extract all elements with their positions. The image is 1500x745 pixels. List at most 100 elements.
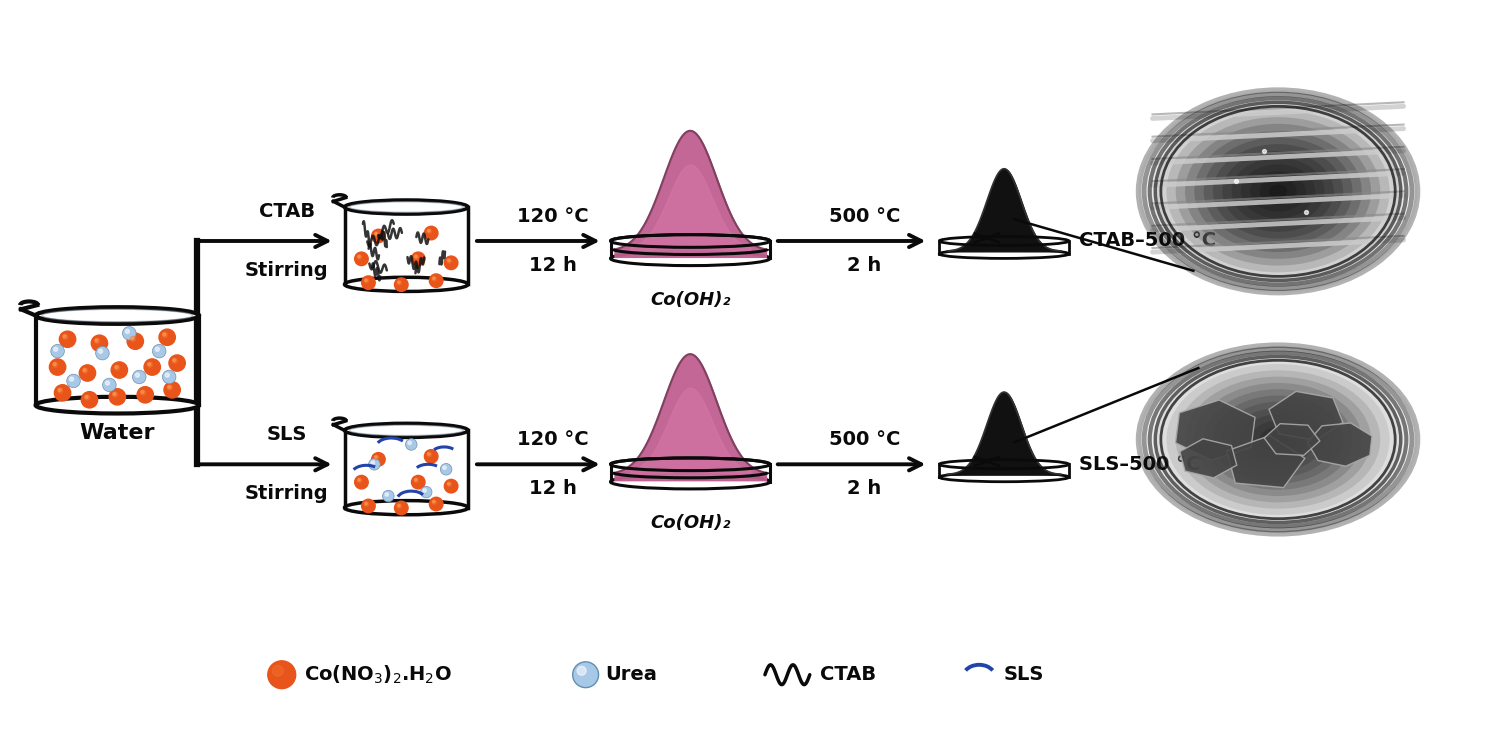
Circle shape (82, 368, 88, 373)
Ellipse shape (939, 250, 1070, 259)
Ellipse shape (1185, 377, 1371, 502)
Circle shape (354, 252, 368, 266)
Circle shape (357, 255, 362, 259)
Circle shape (166, 385, 172, 390)
Text: SLS–500 °C: SLS–500 °C (1078, 454, 1200, 474)
Circle shape (172, 359, 176, 361)
Circle shape (420, 486, 432, 498)
Circle shape (364, 279, 369, 283)
Ellipse shape (1222, 402, 1334, 478)
Point (1224, 175, 1248, 187)
Ellipse shape (610, 251, 770, 266)
Circle shape (424, 226, 438, 240)
Ellipse shape (1148, 97, 1408, 286)
Text: SLS: SLS (267, 425, 308, 445)
Ellipse shape (36, 397, 200, 413)
Circle shape (162, 332, 168, 337)
Circle shape (442, 466, 446, 469)
Circle shape (354, 475, 368, 489)
Circle shape (358, 256, 360, 258)
Text: 500 °C: 500 °C (830, 207, 900, 226)
Circle shape (398, 504, 402, 508)
Circle shape (398, 281, 400, 284)
Circle shape (573, 662, 598, 688)
Circle shape (394, 278, 408, 291)
Circle shape (96, 346, 109, 360)
Text: SLS: SLS (1004, 665, 1044, 684)
Circle shape (444, 256, 458, 270)
Polygon shape (939, 241, 1070, 254)
Circle shape (50, 359, 66, 375)
Polygon shape (1227, 436, 1305, 488)
Circle shape (94, 339, 98, 342)
Ellipse shape (610, 475, 770, 489)
Circle shape (128, 333, 144, 349)
Ellipse shape (1138, 90, 1418, 293)
Circle shape (172, 358, 177, 364)
Polygon shape (1269, 391, 1342, 440)
Circle shape (130, 336, 135, 341)
Text: Stirring: Stirring (244, 261, 328, 280)
Circle shape (141, 390, 144, 393)
Circle shape (110, 389, 126, 405)
Circle shape (429, 497, 442, 511)
Ellipse shape (1250, 421, 1306, 458)
Circle shape (105, 381, 110, 385)
Circle shape (414, 255, 419, 259)
Circle shape (429, 274, 442, 288)
Circle shape (170, 355, 186, 371)
Circle shape (357, 478, 362, 483)
Point (1294, 206, 1318, 218)
Ellipse shape (345, 501, 468, 515)
Ellipse shape (345, 277, 468, 291)
Circle shape (273, 665, 284, 676)
Circle shape (382, 490, 394, 502)
Circle shape (427, 229, 432, 233)
Text: 120 °C: 120 °C (518, 207, 588, 226)
Circle shape (112, 393, 116, 396)
Circle shape (398, 504, 400, 507)
Circle shape (408, 441, 411, 445)
Circle shape (135, 373, 140, 377)
Ellipse shape (1167, 364, 1389, 515)
Circle shape (162, 370, 176, 384)
Circle shape (358, 478, 360, 481)
Ellipse shape (1232, 158, 1324, 225)
Ellipse shape (1232, 408, 1324, 471)
Circle shape (63, 335, 68, 340)
Circle shape (99, 349, 102, 353)
Text: 12 h: 12 h (530, 479, 576, 498)
Circle shape (126, 329, 129, 334)
Circle shape (432, 277, 435, 279)
Text: Co(OH)₂: Co(OH)₂ (650, 514, 730, 532)
Circle shape (84, 395, 90, 400)
Circle shape (54, 347, 57, 352)
Circle shape (116, 366, 118, 369)
Circle shape (54, 384, 70, 401)
Circle shape (165, 373, 170, 377)
Text: CTAB: CTAB (258, 202, 315, 221)
Circle shape (427, 229, 430, 232)
Circle shape (375, 232, 378, 236)
Text: Urea: Urea (606, 665, 657, 684)
Ellipse shape (1194, 130, 1362, 252)
Circle shape (86, 396, 88, 399)
Circle shape (578, 666, 586, 675)
Circle shape (447, 259, 452, 263)
Circle shape (364, 502, 369, 507)
Ellipse shape (1260, 427, 1296, 452)
Circle shape (168, 386, 171, 388)
Ellipse shape (1185, 124, 1371, 259)
Ellipse shape (1269, 185, 1287, 198)
Circle shape (398, 281, 402, 285)
Ellipse shape (1240, 414, 1316, 465)
Text: 2 h: 2 h (847, 256, 882, 275)
Polygon shape (36, 316, 200, 405)
Circle shape (362, 276, 375, 289)
Circle shape (441, 463, 452, 475)
Circle shape (386, 492, 388, 496)
Circle shape (447, 482, 452, 486)
Circle shape (80, 365, 96, 381)
Circle shape (53, 362, 58, 367)
Circle shape (372, 229, 386, 243)
